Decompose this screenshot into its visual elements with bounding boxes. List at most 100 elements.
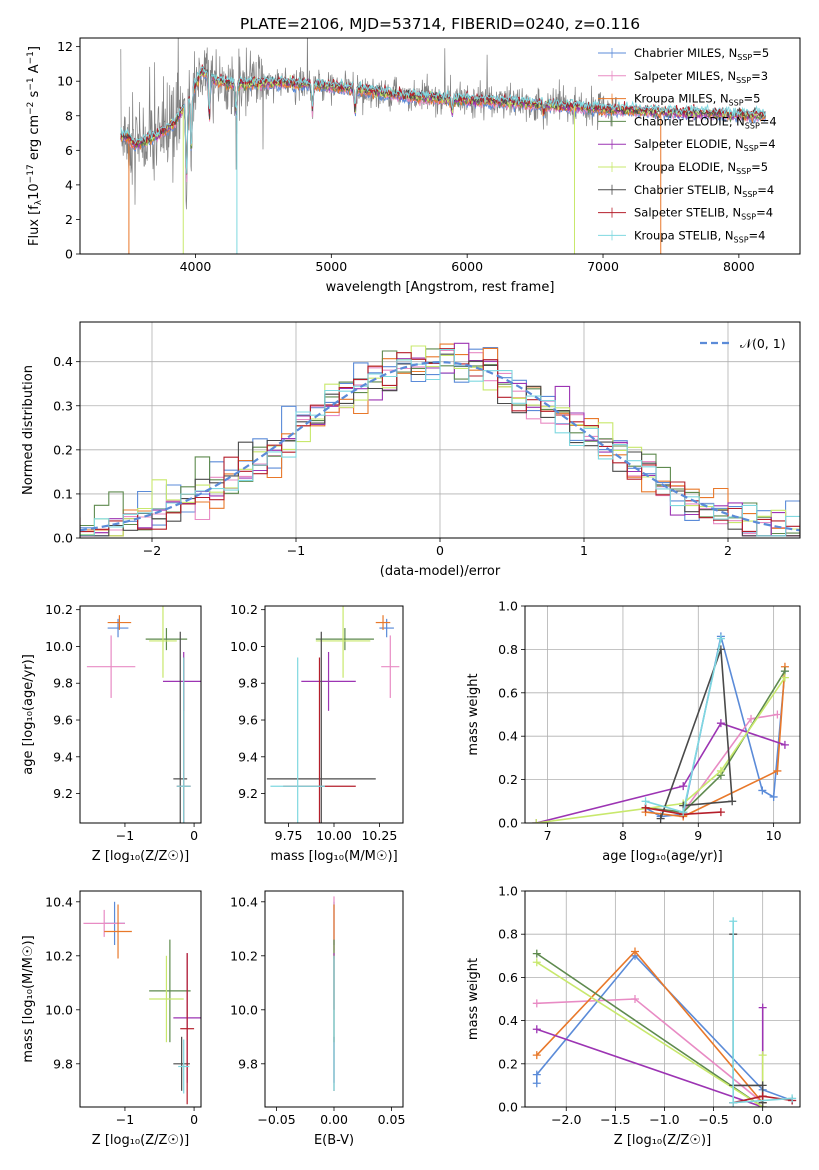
- legend-label: Salpeter STELIB, NSSP=4: [634, 206, 773, 222]
- age_vs_mass-clip-group: [266, 606, 400, 823]
- x-axis-label: (data-model)/error: [380, 564, 501, 579]
- y-tick-label: 9.4: [238, 749, 258, 764]
- weight-point-marker: [631, 947, 639, 956]
- residual-histogram: [80, 348, 800, 537]
- legend-label-sub: SSP: [737, 53, 752, 62]
- y-tick-label: 4: [65, 177, 73, 192]
- y-tick-label: 9.6: [53, 713, 73, 728]
- y-tick-label: 0.0: [498, 816, 518, 831]
- x-tick-label: −1.0: [649, 1112, 679, 1127]
- legend-label-sub: SSP: [742, 190, 757, 199]
- x-tick-label: 1: [580, 543, 588, 558]
- legend-label: Chabrier MILES, NSSP=5: [634, 46, 769, 62]
- x-tick-label: 4000: [180, 259, 212, 274]
- plot-frame: [79, 37, 801, 255]
- weight-point-marker: [532, 949, 541, 958]
- mass_vs_Z-panel: −1 0 9.8 10.0 10.2 10.4 Z [log₁₀(Z/Z☉)] mass [l…: [21, 890, 202, 1148]
- residuals-panel: −2 −1 0 1 2 0.0 0.1 0.2 0.3 0.4 (data-model)/error…: [21, 321, 801, 579]
- weight-point-marker: [728, 797, 737, 806]
- legend-label-tail: =5: [744, 92, 761, 106]
- legend-label-sub: SSP: [736, 167, 751, 176]
- legend-label: Kroupa MILES, NSSP=5: [634, 92, 760, 108]
- weight-point-marker: [716, 808, 725, 817]
- legend-label-text: Kroupa STELIB, N: [634, 228, 734, 242]
- y-axis-label-part: ]: [27, 46, 42, 51]
- x-tick-label: −0.5: [698, 1112, 728, 1127]
- y-axis-label: age [log₁₀(age/yr)]: [21, 654, 36, 775]
- x-tick-label: 7: [544, 828, 552, 843]
- plot-frame: [524, 605, 801, 824]
- legend-label-text: Chabrier STELIB, N: [634, 183, 742, 197]
- y-tick-label: 10.0: [230, 1002, 258, 1017]
- model-spectrum-line: [120, 65, 766, 174]
- weight-point-marker: [788, 1094, 797, 1103]
- legend-label-text: Kroupa MILES, N: [634, 92, 729, 106]
- legend-label-sub: SSP: [744, 144, 759, 153]
- y-tick-label: 10: [57, 74, 73, 89]
- x-tick-label: −1: [287, 543, 305, 558]
- x-tick-label: −0.05: [257, 1112, 295, 1127]
- legend-label-sub: SSP: [745, 121, 760, 130]
- weight-point-marker: [773, 766, 782, 775]
- weight-point-marker: [641, 797, 650, 806]
- y-axis-label-part: −1: [26, 77, 36, 90]
- y-tick-label: 1.0: [498, 884, 518, 899]
- weight-point-marker: [532, 1070, 541, 1079]
- observed-spectrum-line: [120, 38, 617, 210]
- spectrum-clip-group: [120, 38, 766, 254]
- legend-label-tail: =4: [757, 183, 774, 197]
- weight-series-line: [536, 1007, 764, 1107]
- normal-reference-curve: [80, 360, 800, 532]
- legend-label-sub: SSP: [741, 213, 756, 222]
- y-axis-label: mass weight: [466, 958, 481, 1040]
- y-axis-label-part: −17: [26, 164, 36, 183]
- y-tick-label: 2: [65, 212, 73, 227]
- x-tick-label: 6000: [451, 259, 483, 274]
- x-tick-label: 10: [766, 828, 782, 843]
- legend-label-tail: =4: [760, 114, 777, 128]
- weight-point-marker: [758, 786, 767, 795]
- y-tick-label: 0: [65, 247, 73, 262]
- y-tick-label: 10.4: [45, 894, 73, 909]
- y-tick-label: 10.0: [230, 639, 258, 654]
- y-axis-label-part: Flux [f: [27, 205, 42, 246]
- x-tick-label: 0: [190, 1112, 198, 1127]
- legend-label: Chabrier ELODIE, NSSP=4: [634, 114, 777, 130]
- y-tick-label: 1.0: [498, 599, 518, 614]
- x-tick-label: −2.0: [551, 1112, 581, 1127]
- weight-series-line: [536, 961, 764, 1107]
- y-tick-label: 9.4: [53, 749, 73, 764]
- legend-label-sub: SSP: [729, 99, 744, 108]
- weight-series-line: [732, 934, 764, 1103]
- x-axis-label: E(B-V): [314, 1133, 354, 1148]
- x-tick-label: 2: [724, 543, 732, 558]
- weight-series-line: [536, 677, 786, 823]
- x-tick-label: −2: [143, 543, 161, 558]
- weight-point-marker: [679, 808, 688, 817]
- y-tick-label: 9.8: [238, 676, 258, 691]
- legend-label: Salpeter MILES, NSSP=3: [634, 69, 768, 85]
- plot-frame: [524, 890, 801, 1108]
- legend-label: Kroupa ELODIE, NSSP=5: [634, 160, 768, 176]
- spectrum-panel: 4000 5000 6000 7000 8000 0 2 4 6 8 10 12 wavelength …: [26, 37, 801, 295]
- weight-point-marker: [716, 766, 725, 775]
- y-tick-label: 9.2: [238, 786, 258, 801]
- y-tick-label: 0.8: [498, 642, 518, 657]
- weight-series-line: [536, 998, 764, 1104]
- x-axis-label: wavelength [Angstrom, rest frame]: [326, 280, 555, 295]
- y-axis-label-part: s: [27, 90, 42, 101]
- y-tick-label: 0.8: [498, 927, 518, 942]
- x-axis-label: age [log₁₀(age/yr)]: [602, 849, 723, 864]
- plot-frame: [79, 605, 202, 824]
- plot-frame: [79, 890, 202, 1108]
- x-tick-label: 9.75: [275, 828, 303, 843]
- y-tick-label: 0.2: [53, 442, 73, 457]
- y-tick-label: 0.6: [498, 685, 518, 700]
- y-tick-label: 0.6: [498, 970, 518, 985]
- weight-point-marker: [758, 1003, 767, 1012]
- legend-label: Kroupa STELIB, NSSP=4: [634, 228, 765, 244]
- legend-label-text: Chabrier MILES, N: [634, 46, 737, 60]
- weight-point-marker: [656, 814, 665, 823]
- weight-series-line: [536, 722, 786, 823]
- y-axis-label-part: A: [27, 64, 42, 77]
